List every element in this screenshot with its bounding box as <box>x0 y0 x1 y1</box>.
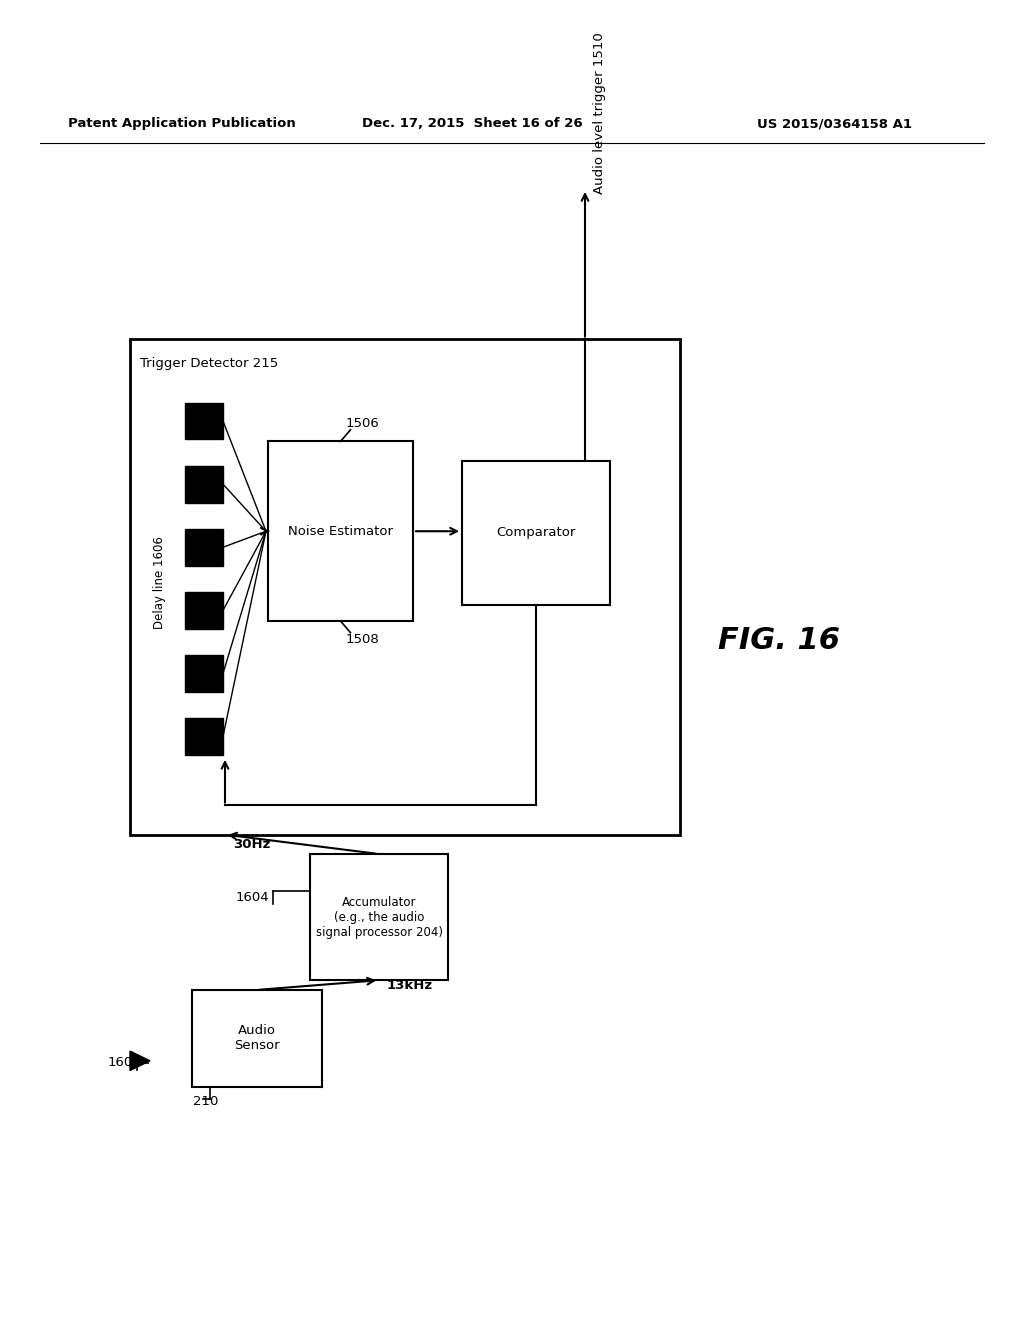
Bar <box>310 854 449 981</box>
Text: Noise Estimator: Noise Estimator <box>288 525 393 537</box>
Text: 30Hz: 30Hz <box>233 838 270 851</box>
Text: 1508: 1508 <box>345 632 379 645</box>
Polygon shape <box>130 1051 150 1071</box>
Text: Accumulator
(e.g., the audio
signal processor 204): Accumulator (e.g., the audio signal proc… <box>315 895 442 939</box>
Text: Audio
Sensor: Audio Sensor <box>234 1024 280 1052</box>
Text: 1604: 1604 <box>236 891 269 904</box>
Bar <box>185 718 223 755</box>
Bar <box>185 403 223 440</box>
Text: 210: 210 <box>193 1094 218 1107</box>
Bar <box>268 441 413 620</box>
Text: Dec. 17, 2015  Sheet 16 of 26: Dec. 17, 2015 Sheet 16 of 26 <box>362 117 583 131</box>
Bar <box>185 529 223 566</box>
Text: 13kHz: 13kHz <box>387 978 433 991</box>
Bar <box>185 466 223 503</box>
Bar <box>185 655 223 692</box>
Bar <box>462 461 610 605</box>
Text: Patent Application Publication: Patent Application Publication <box>68 117 296 131</box>
Text: US 2015/0364158 A1: US 2015/0364158 A1 <box>757 117 912 131</box>
Text: Delay line 1606: Delay line 1606 <box>154 536 167 628</box>
Text: Trigger Detector 215: Trigger Detector 215 <box>140 356 279 370</box>
Bar <box>185 591 223 628</box>
Bar <box>130 339 680 834</box>
Text: 1600: 1600 <box>108 1056 141 1069</box>
Text: FIG. 16: FIG. 16 <box>718 626 840 655</box>
Text: 1506: 1506 <box>345 417 379 430</box>
Bar <box>193 990 322 1086</box>
Text: Comparator: Comparator <box>497 527 575 539</box>
Text: Audio level trigger 1510: Audio level trigger 1510 <box>593 32 606 194</box>
